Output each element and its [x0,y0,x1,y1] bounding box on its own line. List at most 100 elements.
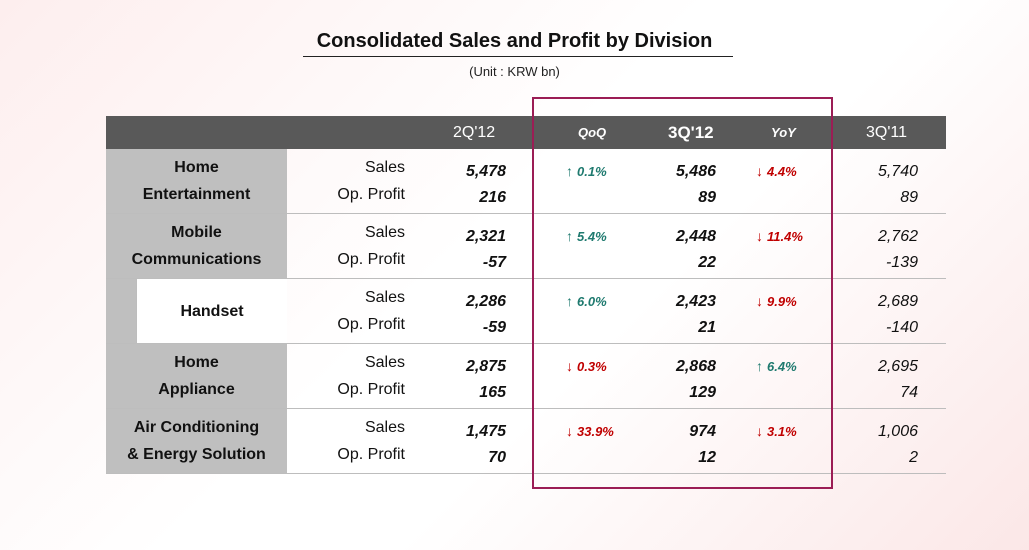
value-2q12-sales: 1,475 [465,423,506,440]
metric-sales-label: Sales [364,419,405,436]
qoq-value: 6.0% [577,294,607,309]
value-2q12-op: 165 [479,384,506,401]
division-label: Air Conditioning & Energy Solution [106,409,287,473]
table-row: Handset Sales Op. Profit 2,286 -59 ↑ 6.0% 2,423… [106,279,946,344]
value-3q11-sales: 2,762 [877,228,918,245]
table-row: Air Conditioning & Energy Solution Sales Op… [106,409,946,474]
division-name-line1: Home [174,354,219,371]
indent-stripe [106,279,136,343]
arrow-up-icon: ↑ [566,163,573,179]
value-3q12-sales: 5,486 [675,163,716,180]
table-row: Home Entertainment Sales Op. Profit 5,478 216… [106,149,946,214]
table-row: Mobile Communications Sales Op. Profit 2,321… [106,214,946,279]
metric-op-label: Op. Profit [337,251,405,268]
table-header: 2Q'12 QoQ 3Q'12 YoY 3Q'11 [106,116,946,149]
value-3q11-sales: 2,695 [877,358,918,375]
yoy-change: ↓ 9.9% [756,293,797,309]
value-2q12-sales: 2,286 [465,293,506,310]
yoy-value: 6.4% [767,359,797,374]
arrow-down-icon: ↓ [756,293,763,309]
arrow-up-icon: ↑ [756,358,763,374]
value-3q12-sales: 974 [689,423,716,440]
metric-op-label: Op. Profit [337,186,405,203]
division-name-line2: Communications [131,251,262,268]
col-3q12: 3Q'12 [668,123,714,142]
page-title: Consolidated Sales and Profit by Divisio… [316,30,713,52]
division-name-line1: Home [174,159,219,176]
value-2q12-op: 70 [488,449,506,466]
value-2q12-op: -57 [482,254,506,271]
col-3q11: 3Q'11 [866,124,908,141]
qoq-change: ↑ 0.1% [566,163,607,179]
value-3q12-sales: 2,423 [675,293,716,310]
arrow-up-icon: ↑ [566,293,573,309]
yoy-value: 3.1% [767,424,797,439]
metric-op-label: Op. Profit [337,381,405,398]
value-3q12-op: 21 [698,319,716,336]
value-3q12-op: 89 [698,189,716,206]
qoq-change: ↑ 6.0% [566,293,607,309]
unit-note: (Unit : KRW bn) [469,64,560,79]
table-row: Home Appliance Sales Op. Profit 2,875 165 ↓ 0.3… [106,344,946,409]
division-label: Mobile Communications [106,214,287,278]
arrow-down-icon: ↓ [756,228,763,244]
value-3q11-op: 89 [900,189,918,206]
value-2q12-sales: 2,875 [465,358,506,375]
division-label: Handset [136,279,287,343]
metric-sales-label: Sales [364,289,405,306]
value-2q12-op: 216 [479,189,506,206]
yoy-change: ↑ 6.4% [756,358,797,374]
arrow-down-icon: ↓ [756,163,763,179]
qoq-change: ↑ 5.4% [566,228,607,244]
value-3q12-op: 12 [698,449,716,466]
yoy-value: 9.9% [767,294,797,309]
col-qoq: QoQ [578,125,607,140]
title-underline [303,56,733,57]
division-name-line1: Handset [180,302,244,320]
division-name-line1: Mobile [171,224,222,241]
col-yoy: YoY [771,125,796,140]
value-3q11-op: -139 [885,254,918,271]
qoq-value: 0.1% [577,164,607,179]
division-name-line2: & Energy Solution [127,446,266,463]
arrow-down-icon: ↓ [566,423,573,439]
arrow-down-icon: ↓ [566,358,573,374]
yoy-value: 11.4% [767,229,803,244]
qoq-value: 33.9% [577,424,614,439]
value-3q12-op: 22 [698,254,716,271]
metric-op-label: Op. Profit [337,446,405,463]
division-name-line2: Appliance [158,381,235,398]
yoy-change: ↓ 4.4% [756,163,797,179]
value-3q12-op: 129 [689,384,716,401]
qoq-change: ↓ 33.9% [566,423,614,439]
division-table: 2Q'12 QoQ 3Q'12 YoY 3Q'11 Home Entertainm… [106,116,946,474]
value-3q11-op: 2 [909,449,918,466]
value-2q12-sales: 5,478 [465,163,506,180]
arrow-up-icon: ↑ [566,228,573,244]
value-3q11-op: 74 [900,384,918,401]
division-label: Home Entertainment [106,149,287,213]
value-2q12-op: -59 [482,319,506,336]
value-3q11-sales: 2,689 [877,293,918,310]
division-name-line1: Air Conditioning [133,419,260,436]
metric-sales-label: Sales [364,224,405,241]
value-3q12-sales: 2,868 [675,358,716,375]
yoy-value: 4.4% [767,164,797,179]
value-3q11-op: -140 [885,319,918,336]
qoq-value: 0.3% [577,359,607,374]
value-3q11-sales: 1,006 [877,423,918,440]
division-label: Home Appliance [106,344,287,408]
division-name-line2: Entertainment [142,186,251,203]
yoy-change: ↓ 11.4% [756,228,803,244]
qoq-value: 5.4% [577,229,607,244]
value-3q12-sales: 2,448 [675,228,716,245]
yoy-change: ↓ 3.1% [756,423,797,439]
metric-op-label: Op. Profit [337,316,405,333]
metric-sales-label: Sales [364,354,405,371]
col-2q12: 2Q'12 [453,124,496,141]
arrow-down-icon: ↓ [756,423,763,439]
value-2q12-sales: 2,321 [465,228,506,245]
qoq-change: ↓ 0.3% [566,358,607,374]
metric-sales-label: Sales [364,159,405,176]
value-3q11-sales: 5,740 [877,163,918,180]
